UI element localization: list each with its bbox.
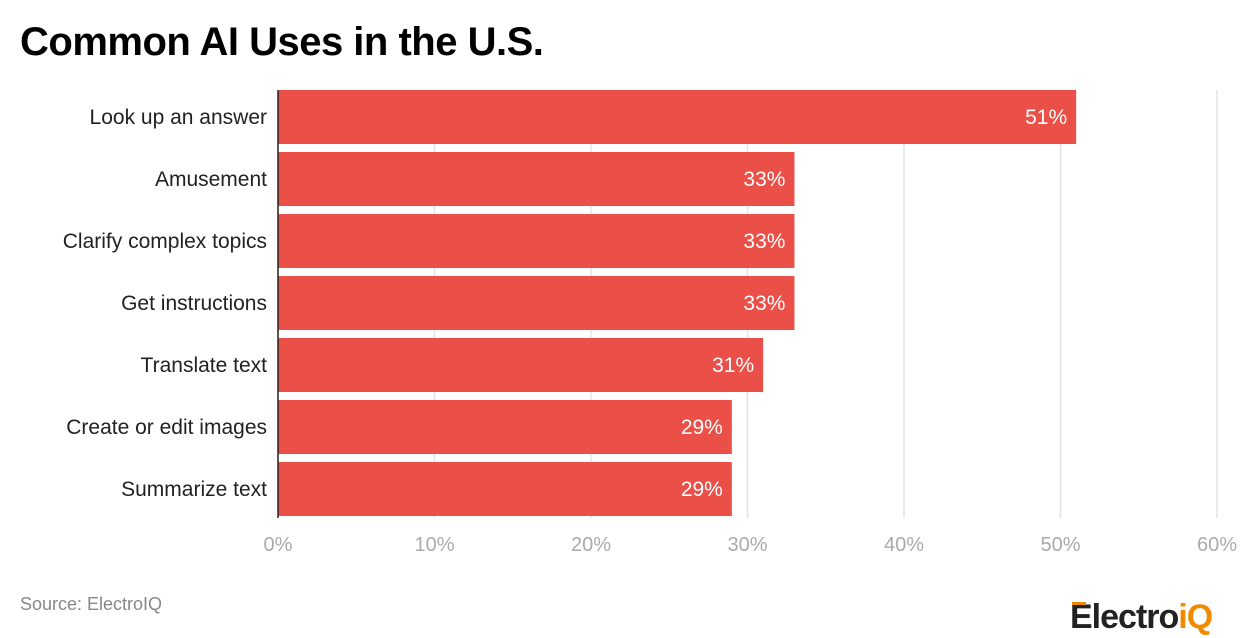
bar bbox=[278, 276, 795, 330]
category-label: Translate text bbox=[141, 354, 268, 377]
bar bbox=[278, 90, 1077, 144]
category-label: Get instructions bbox=[121, 292, 267, 315]
x-tick-label: 40% bbox=[884, 534, 924, 556]
x-tick-label: 60% bbox=[1197, 534, 1237, 556]
category-label: Create or edit images bbox=[66, 416, 267, 439]
data-label: 29% bbox=[681, 416, 723, 439]
data-label: 33% bbox=[743, 292, 785, 315]
category-label: Amusement bbox=[155, 168, 267, 191]
x-tick-label: 0% bbox=[264, 534, 293, 556]
bar bbox=[278, 338, 764, 392]
category-label: Clarify complex topics bbox=[63, 230, 267, 253]
bar-chart: 0% 10% 20% 30% 40% 50% 60% Look up an answer 51%… bbox=[63, 90, 1237, 556]
source-note: Source: ElectroIQ bbox=[20, 594, 163, 614]
x-tick-label: 20% bbox=[571, 534, 611, 556]
bolt-icon bbox=[1072, 602, 1086, 605]
data-label: 51% bbox=[1025, 106, 1067, 129]
x-tick-label: 50% bbox=[1040, 534, 1080, 556]
x-tick-label: 10% bbox=[414, 534, 454, 556]
data-label: 31% bbox=[712, 354, 754, 377]
data-label: 33% bbox=[743, 230, 785, 253]
bar bbox=[278, 152, 795, 206]
data-label: 29% bbox=[681, 478, 723, 501]
bar bbox=[278, 462, 732, 516]
electroiq-logo: ElectroiQ bbox=[1070, 598, 1213, 636]
data-label: 33% bbox=[743, 168, 785, 191]
x-tick-label: 30% bbox=[727, 534, 767, 556]
category-label: Summarize text bbox=[121, 478, 267, 501]
bar bbox=[278, 214, 795, 268]
chart-title: Common AI Uses in the U.S. bbox=[20, 20, 544, 64]
category-label: Look up an answer bbox=[90, 106, 267, 129]
bar bbox=[278, 400, 732, 454]
